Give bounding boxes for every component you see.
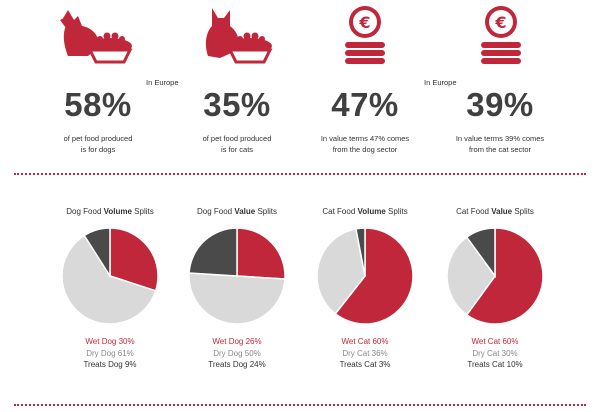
dog-bowl-icon	[60, 10, 133, 64]
chart-title: Dog Food Volume Splits	[66, 207, 154, 216]
pie-slice-treats	[188, 227, 238, 277]
euro-coins-icon: €	[345, 6, 385, 64]
pie-slice-wet	[465, 227, 544, 325]
legend-treats: Treats Cat 10%	[467, 360, 523, 369]
pie-slice-wet	[334, 227, 414, 325]
stat-value: 35%	[203, 86, 271, 123]
legend-treats: Treats Cat 3%	[339, 360, 391, 369]
pie-slice-treats	[465, 227, 496, 279]
chart-title: Cat Food Volume Splits	[322, 207, 408, 216]
legend-dry: Dry Dog 50%	[213, 348, 261, 358]
pie-chart-cat-volume	[316, 227, 414, 325]
legend-wet: Wet Cat 60%	[471, 337, 519, 346]
chart-legend: Wet Cat 60% Dry Cat 30% Treats Cat 10%	[420, 336, 570, 371]
pie-slice-dry	[188, 272, 286, 325]
pie-chart-cat-value	[446, 227, 544, 325]
legend-dry: Dry Dog 61%	[86, 348, 134, 358]
legend-dry: Dry Cat 30%	[472, 348, 518, 358]
legend-wet: Wet Cat 60%	[341, 337, 389, 346]
pie-slice-treats	[355, 227, 366, 277]
legend-wet: Wet Dog 30%	[85, 337, 135, 346]
pie-slice-wet	[109, 227, 159, 292]
stat-description: In value terms 39% comes from the cat sec…	[455, 134, 545, 154]
stat-description: In value terms 47% comes from the dog sec…	[320, 134, 410, 154]
pie-slice-dry	[61, 234, 157, 325]
euro-coins-icon: €	[481, 6, 521, 64]
cat-bowl-icon	[205, 8, 273, 64]
pie-slice-dry	[316, 227, 366, 315]
chart-title: Dog Food Value Splits	[196, 207, 278, 216]
pie-slice-treats	[83, 227, 111, 279]
pie-chart-dog-volume	[61, 227, 159, 325]
chart-legend: Wet Dog 30% Dry Dog 61% Treats Dog 9%	[35, 336, 185, 371]
pie-slice-wet	[236, 227, 286, 280]
region-label: In Europe	[146, 78, 179, 87]
svg-text:€: €	[494, 13, 506, 32]
legend-treats: Treats Dog 9%	[83, 360, 137, 369]
region-label: In Europe	[424, 78, 457, 87]
stat-description: of pet food produced is for cats	[202, 134, 272, 154]
svg-text:€: €	[358, 13, 370, 32]
pie-slice-dry	[446, 236, 496, 316]
legend-treats: Treats Dog 24%	[208, 360, 266, 369]
stat-description: of pet food produced is for dogs	[63, 134, 133, 154]
stat-value: 58%	[64, 86, 132, 123]
chart-legend: Wet Cat 60% Dry Cat 36% Treats Cat 3%	[290, 336, 440, 371]
dotted-divider	[14, 404, 586, 406]
legend-wet: Wet Dog 26%	[212, 337, 262, 346]
stat-value: 39%	[466, 86, 534, 123]
pie-chart-dog-value	[188, 227, 286, 325]
chart-title: Cat Food Value Splits	[456, 207, 534, 216]
stat-value: 47%	[331, 86, 399, 123]
legend-dry: Dry Cat 36%	[342, 348, 388, 358]
dotted-divider	[14, 173, 586, 175]
chart-legend: Wet Dog 26% Dry Dog 50% Treats Dog 24%	[162, 336, 312, 371]
